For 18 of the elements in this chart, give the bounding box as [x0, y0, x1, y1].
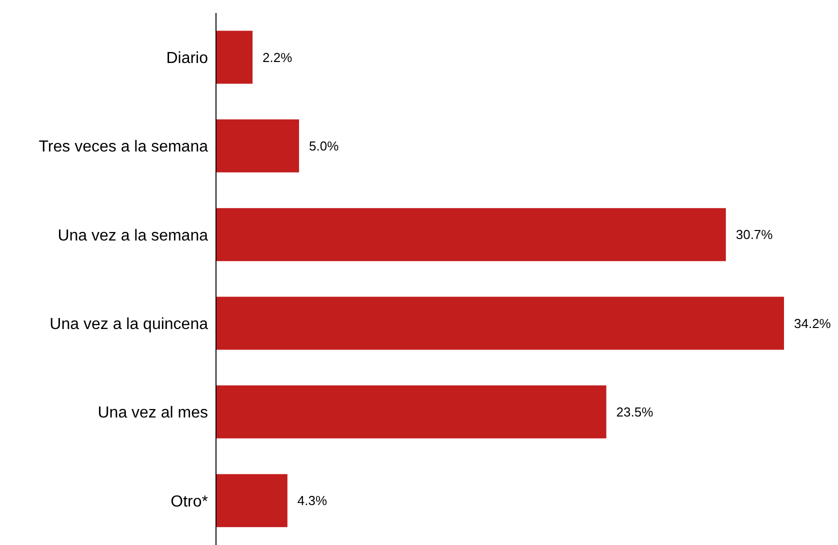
y-tick-label: Una vez a la semana	[58, 227, 208, 244]
y-tick-label: Una vez al mes	[98, 404, 208, 422]
bar	[216, 30, 253, 84]
bar	[216, 474, 288, 528]
bar	[216, 296, 784, 350]
y-tick-label: Tres veces a la semana	[38, 138, 208, 156]
bar	[216, 208, 726, 262]
data-label: 4.3%	[297, 493, 328, 508]
data-label: 2.2%	[262, 50, 293, 65]
y-tick-label: Diario	[166, 50, 208, 68]
data-label: 23.5%	[616, 404, 654, 420]
data-label: 30.7%	[736, 227, 774, 242]
bar	[216, 119, 300, 172]
y-tick-label: Otro*	[170, 493, 208, 510]
bar	[216, 385, 606, 438]
data-label: 34.2%	[794, 316, 832, 331]
y-tick-label: Una vez a la quincena	[50, 316, 208, 334]
data-label: 5.0%	[309, 138, 340, 154]
